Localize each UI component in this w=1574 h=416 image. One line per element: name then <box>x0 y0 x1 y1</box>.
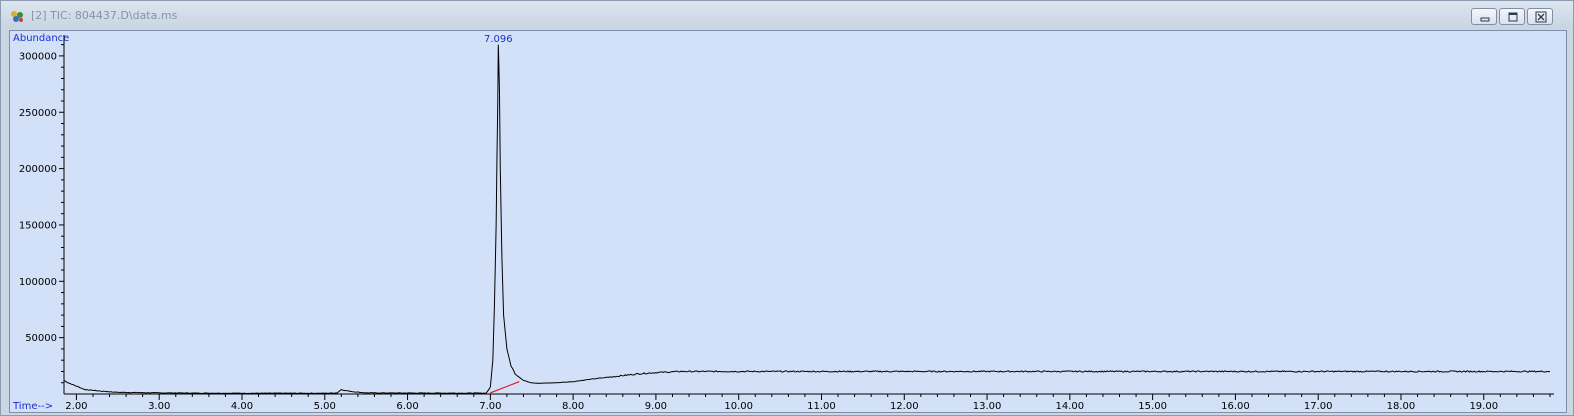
peak-label: 7.096 <box>484 34 513 45</box>
x-tick-label: 12.00 <box>890 401 919 412</box>
y-tick-label: 250000 <box>19 108 57 119</box>
plot-area[interactable]: Abundance Time--> 50000 100000 150000 20000… <box>9 30 1567 413</box>
x-tick-label: 4.00 <box>231 401 253 412</box>
annotations-layer: 7.096 <box>484 34 513 45</box>
integration-baseline <box>490 381 520 394</box>
y-tick-label: 150000 <box>19 220 57 231</box>
tic-trace-line <box>63 44 1551 394</box>
x-tick-label: 2.00 <box>65 401 87 412</box>
y-tick-label: 50000 <box>25 333 57 344</box>
x-tick-label: 5.00 <box>314 401 336 412</box>
x-tick-label: 10.00 <box>724 401 753 412</box>
y-axis-label: Abundance <box>13 33 69 44</box>
x-tick-label: 16.00 <box>1221 401 1250 412</box>
x-axis-label: Time--> <box>12 401 53 412</box>
title-bar[interactable]: [2] TIC: 804437.D\data.ms <box>1 1 1573 29</box>
x-tick-label: 19.00 <box>1469 401 1498 412</box>
x-tick-label: 11.00 <box>807 401 836 412</box>
close-button[interactable] <box>1527 8 1553 25</box>
axes <box>63 35 1554 395</box>
trace-layer <box>63 44 1551 394</box>
restore-icon <box>1508 12 1518 22</box>
minimize-button[interactable] <box>1471 8 1497 25</box>
tick-marks: 50000 100000 150000 200000 250000 300000 2.00 3… <box>19 44 1551 412</box>
baseline-layer <box>490 381 520 394</box>
x-tick-label: 17.00 <box>1304 401 1333 412</box>
x-tick-label: 9.00 <box>645 401 667 412</box>
x-tick-label: 6.00 <box>396 401 418 412</box>
y-tick-label: 100000 <box>19 277 57 288</box>
x-tick-label: 13.00 <box>973 401 1002 412</box>
y-tick-label: 300000 <box>19 51 57 62</box>
minimize-icon <box>1480 17 1490 22</box>
x-tick-label: 14.00 <box>1056 401 1085 412</box>
x-tick-label: 15.00 <box>1138 401 1167 412</box>
tic-chart[interactable]: Abundance Time--> 50000 100000 150000 20000… <box>10 31 1566 412</box>
x-tick-label: 3.00 <box>148 401 170 412</box>
window-title: [2] TIC: 804437.D\data.ms <box>31 9 178 22</box>
restore-button[interactable] <box>1499 8 1525 25</box>
x-tick-label: 7.00 <box>479 401 501 412</box>
chromatogram-app-icon <box>11 11 23 22</box>
close-icon <box>1535 11 1547 23</box>
x-tick-label: 18.00 <box>1387 401 1416 412</box>
y-tick-label: 200000 <box>19 164 57 175</box>
x-tick-label: 8.00 <box>562 401 584 412</box>
